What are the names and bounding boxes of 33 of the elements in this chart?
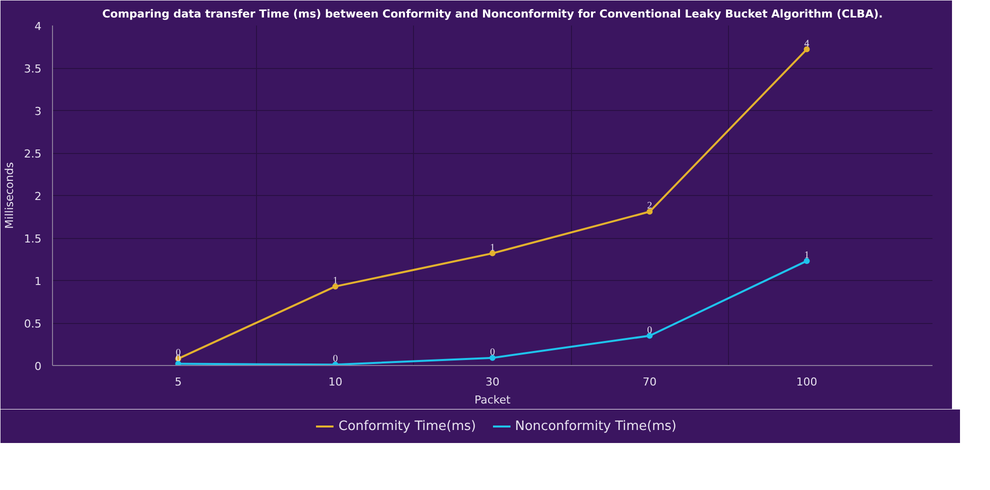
x-tick-label: 30 — [486, 376, 500, 388]
legend-label: Nonconformity Time(ms) — [515, 418, 677, 434]
x-tick-label: 70 — [642, 376, 657, 388]
x-tick-label: 100 — [796, 376, 818, 388]
x-tick-label: 5 — [174, 376, 182, 388]
x-axis-title: Packet — [474, 394, 512, 406]
y-tick-label: 1 — [34, 275, 42, 288]
y-tick-label: 1.5 — [24, 232, 42, 246]
data-label: 0 — [647, 324, 652, 336]
data-label: 0 — [332, 354, 338, 365]
y-tick-label: 0 — [34, 360, 42, 373]
y-tick-label: 3.5 — [24, 62, 42, 76]
data-label: 1 — [332, 275, 338, 286]
y-tick-label: 3 — [34, 105, 42, 118]
data-label: 4 — [804, 38, 810, 50]
data-label: 1 — [804, 250, 810, 261]
y-tick-label: 4 — [34, 20, 42, 33]
y-tick-label: 0.5 — [24, 318, 42, 330]
legend-label: Conformity Time(ms) — [338, 418, 476, 434]
point — [804, 258, 810, 264]
data-label: 2 — [647, 200, 652, 212]
y-tick-label: 2 — [34, 190, 42, 203]
chart-title: Comparing data transfer Time (ms) between Conformity and Nonconformity for Conventional Leaky Bucket Algorithm (CLBA). — [102, 8, 883, 20]
data-label: 0 — [176, 352, 181, 364]
data-label: 0 — [490, 346, 495, 358]
y-tick-label: 2.5 — [24, 148, 42, 160]
point — [332, 283, 338, 290]
point — [490, 250, 496, 256]
y-axis-title: Milliseconds — [3, 162, 16, 229]
data-label: 1 — [490, 242, 495, 254]
point — [646, 208, 653, 215]
point — [804, 46, 810, 52]
x-tick-label: 10 — [328, 376, 342, 388]
